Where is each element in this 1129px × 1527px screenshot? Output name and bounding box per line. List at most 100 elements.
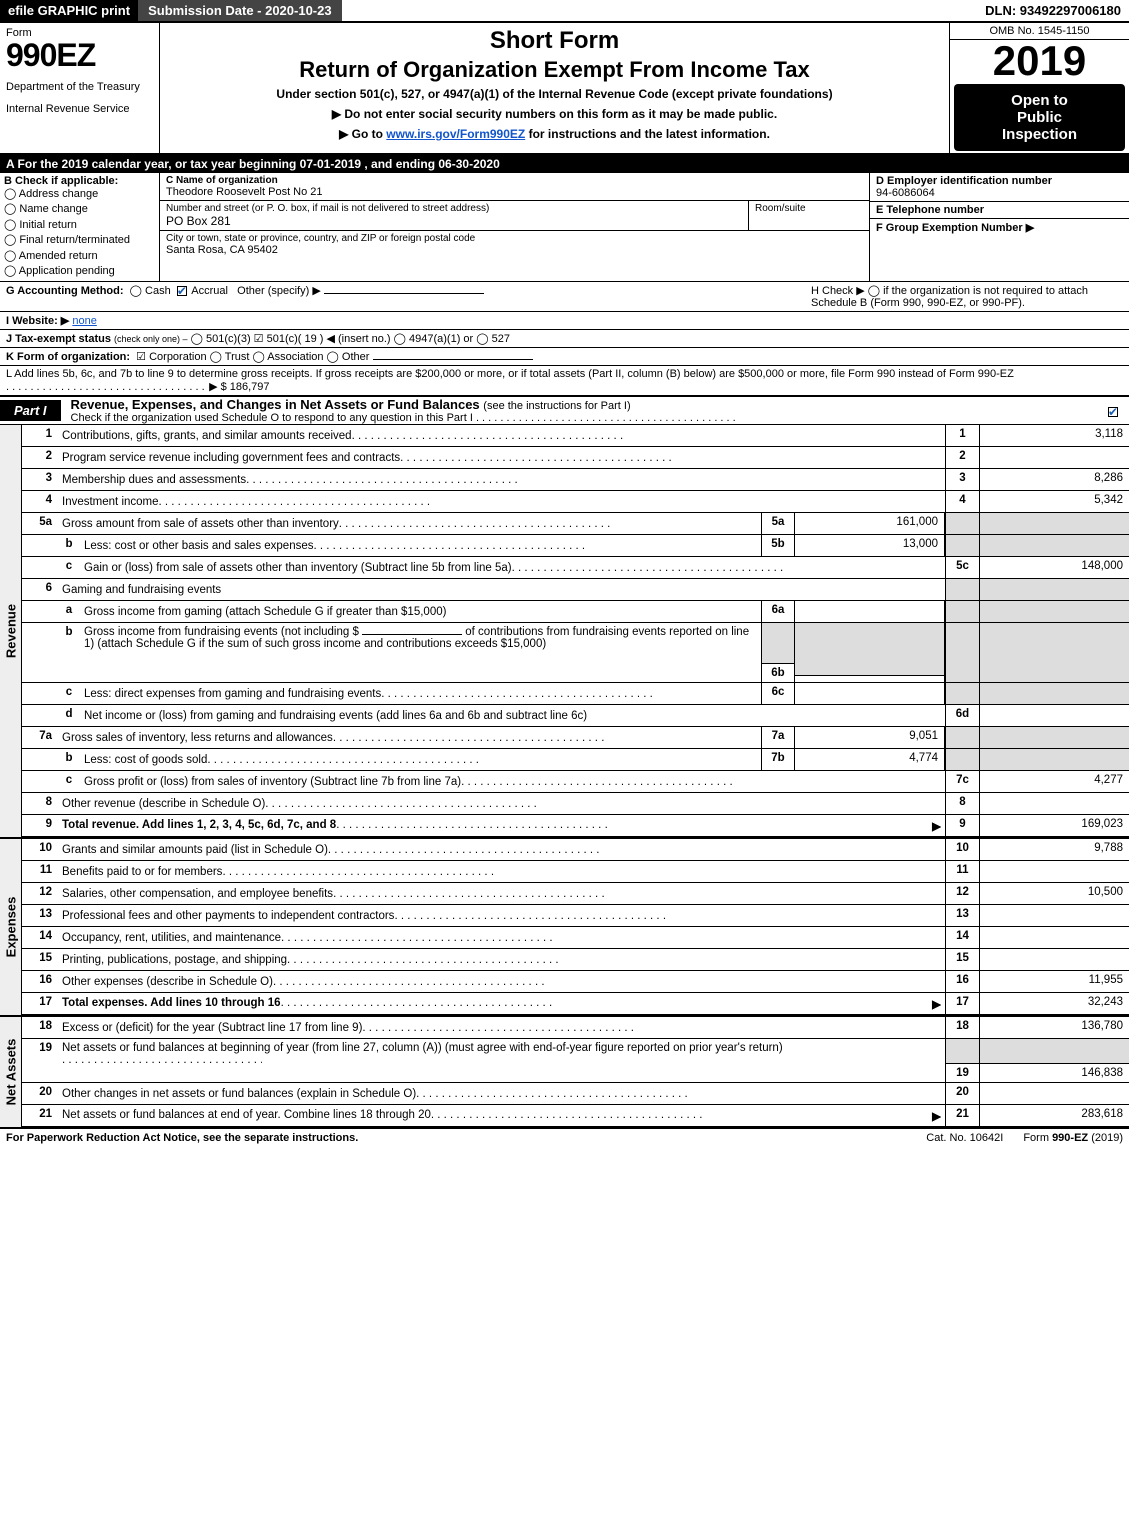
part-i-schedule-o-checkbox[interactable] [1099,404,1129,418]
line-6a: a Gross income from gaming (attach Sched… [22,601,1129,623]
line-6c-sublabel: 6c [761,683,795,704]
line-12-amt: 10,500 [979,883,1129,904]
g-cash[interactable]: Cash [145,285,171,297]
line-19: 19 Net assets or fund balances at beginn… [22,1039,1129,1083]
line-5a-code-shade [945,513,979,534]
line-9-num: 9 [22,815,58,836]
efile-print-label[interactable]: efile GRAPHIC print [0,0,138,21]
line-7b-subval: 4,774 [795,749,945,770]
dln-label: DLN: 93492297006180 [977,0,1129,21]
row-k-form-of-org: K Form of organization: ☑ Corporation ◯ … [0,348,1129,366]
line-4-amt: 5,342 [979,491,1129,512]
page-footer: For Paperwork Reduction Act Notice, see … [0,1127,1129,1147]
footer-form-ref: Form 990-EZ (2019) [1023,1132,1123,1144]
line-20-code: 20 [945,1083,979,1104]
g-other-blank[interactable] [324,293,484,294]
chk-application-pending[interactable]: ◯ Application pending [4,264,155,279]
line-7c-amt: 4,277 [979,771,1129,792]
j-options[interactable]: ◯ 501(c)(3) ☑ 501(c)( 19 ) ◀ (insert no.… [191,333,510,345]
line-6b-blank[interactable] [362,634,462,635]
part-i-check-line: Check if the organization used Schedule … [71,412,1099,424]
goto-post: for instructions and the latest informat… [525,127,770,141]
net-assets-body: 18 Excess or (deficit) for the year (Sub… [22,1017,1129,1127]
line-7c-num-blank [22,771,58,792]
line-9: 9 Total revenue. Add lines 1, 2, 3, 4, 5… [22,815,1129,837]
line-7a-code-shade [945,727,979,748]
net-assets-section: Net Assets 18 Excess or (deficit) for th… [0,1015,1129,1127]
chk-name-change[interactable]: ◯ Name change [4,202,155,217]
ein-block: D Employer identification number 94-6086… [870,173,1129,202]
top-bar: efile GRAPHIC print Submission Date - 20… [0,0,1129,23]
line-5a-amt-shade [979,513,1129,534]
line-6a-desc: Gross income from gaming (attach Schedul… [80,601,761,622]
line-19-num: 19 [22,1039,58,1082]
line-19-desc: Net assets or fund balances at beginning… [58,1039,945,1082]
line-5b-amt-shade [979,535,1129,556]
line-6d-amt [979,705,1129,726]
expenses-side-label: Expenses [0,839,22,1015]
line-19-desc-text: Net assets or fund balances at beginning… [62,1042,783,1054]
line-7a-amt-shade [979,727,1129,748]
ein-label: D Employer identification number [876,175,1123,187]
chk-amended-return[interactable]: ◯ Amended return [4,249,155,264]
line-6b-code-shade [945,623,979,682]
line-6c-code-shade [945,683,979,704]
chk-final-return-label: Final return/terminated [19,234,130,246]
row-i-website: I Website: ▶ none [0,312,1129,330]
line-15-code: 15 [945,949,979,970]
city-block: City or town, state or province, country… [160,231,869,258]
line-9-code: 9 [945,815,979,836]
line-1-desc: Contributions, gifts, grants, and simila… [58,425,945,446]
header-middle: Short Form Return of Organization Exempt… [160,23,949,153]
g-other[interactable]: Other (specify) ▶ [237,285,321,297]
street-label: Number and street (or P. O. box, if mail… [166,203,742,214]
line-21-desc: Net assets or fund balances at end of ye… [58,1105,945,1126]
k-other-blank[interactable] [373,359,533,360]
room-suite-label: Room/suite [749,201,869,230]
open-line1: Open to [958,92,1121,109]
line-5c-num [22,557,58,578]
line-8-desc: Other revenue (describe in Schedule O) [58,793,945,814]
line-11-code: 11 [945,861,979,882]
footer-cat-no: Cat. No. 10642I [906,1132,1023,1144]
chk-address-change[interactable]: ◯ Address change [4,187,155,202]
chk-final-return[interactable]: ◯ Final return/terminated [4,233,155,248]
line-4: 4 Investment income 4 5,342 [22,491,1129,513]
irs-link[interactable]: www.irs.gov/Form990EZ [386,127,525,141]
line-2-code: 2 [945,447,979,468]
tax-year: 2019 [950,40,1129,82]
header-right: OMB No. 1545-1150 2019 Open to Public In… [949,23,1129,153]
line-6b: b Gross income from fundraising events (… [22,623,1129,683]
chk-name-change-label: Name change [19,203,88,215]
line-5b-code-shade [945,535,979,556]
website-link[interactable]: none [72,315,96,327]
line-18: 18 Excess or (deficit) for the year (Sub… [22,1017,1129,1039]
line-7b-letter: b [58,749,80,770]
line-13-code: 13 [945,905,979,926]
line-2-num: 2 [22,447,58,468]
topbar-spacer [342,0,978,21]
revenue-label-text: Revenue [3,604,18,658]
line-6-num: 6 [22,579,58,600]
revenue-section: Revenue 1 Contributions, gifts, grants, … [0,425,1129,837]
line-7b: b Less: cost of goods sold 7b 4,774 [22,749,1129,771]
line-4-desc: Investment income [58,491,945,512]
line-11-desc: Benefits paid to or for members [58,861,945,882]
line-6a-code-shade [945,601,979,622]
line-6a-subval [795,601,945,622]
line-6b-letter: b [58,623,80,682]
line-9-desc: Total revenue. Add lines 1, 2, 3, 4, 5c,… [58,815,945,836]
line-6-code-shade [945,579,979,600]
g-accrual-checkbox[interactable] [177,286,187,296]
line-17-arrow-icon: ▶ [932,997,941,1011]
line-5c-code: 5c [945,557,979,578]
row-g-h: G Accounting Method: ◯ Cash Accrual Othe… [0,282,1129,312]
line-14: 14 Occupancy, rent, utilities, and maint… [22,927,1129,949]
chk-initial-return[interactable]: ◯ Initial return [4,218,155,233]
org-name-label: C Name of organization [166,175,863,186]
footer-form-bold: 990-EZ [1052,1132,1088,1144]
k-options[interactable]: ☑ Corporation ◯ Trust ◯ Association ◯ Ot… [136,351,369,363]
line-19-amtcol: 146,838 [979,1039,1129,1082]
line-17-num: 17 [22,993,58,1014]
row-h-schedule-b: H Check ▶ ◯ if the organization is not r… [803,284,1123,309]
